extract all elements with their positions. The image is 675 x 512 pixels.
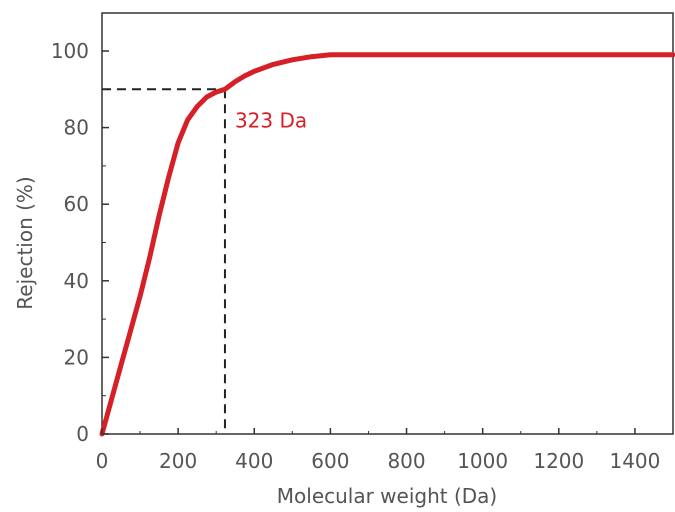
x-axis: 0 200 400 600 800 1000 1200 1400 (96, 428, 660, 473)
x-tick-label: 600 (311, 449, 349, 473)
x-tick-label: 200 (159, 449, 197, 473)
y-tick-label: 60 (64, 192, 89, 216)
rejection-curve-line (99, 52, 675, 437)
x-tick-label: 800 (387, 449, 425, 473)
y-tick-label: 0 (76, 422, 89, 446)
y-tick-label: 100 (51, 39, 89, 63)
x-tick-label: 1400 (609, 449, 660, 473)
y-tick-label: 20 (64, 345, 89, 369)
x-axis-title: Molecular weight (Da) (277, 484, 497, 508)
x-tick-label: 1000 (457, 449, 508, 473)
y-axis: 0 20 40 60 80 100 (51, 39, 109, 446)
x-tick-label: 400 (235, 449, 273, 473)
x-tick-label: 1200 (533, 449, 584, 473)
y-axis-title: Rejection (%) (13, 176, 37, 309)
y-tick-label: 40 (64, 269, 89, 293)
x-tick-label: 0 (96, 449, 109, 473)
cutoff-annotation: 323 Da (235, 108, 307, 132)
plot-frame (101, 12, 674, 435)
cutoff-guides (102, 88, 226, 434)
y-tick-label: 80 (64, 116, 89, 140)
